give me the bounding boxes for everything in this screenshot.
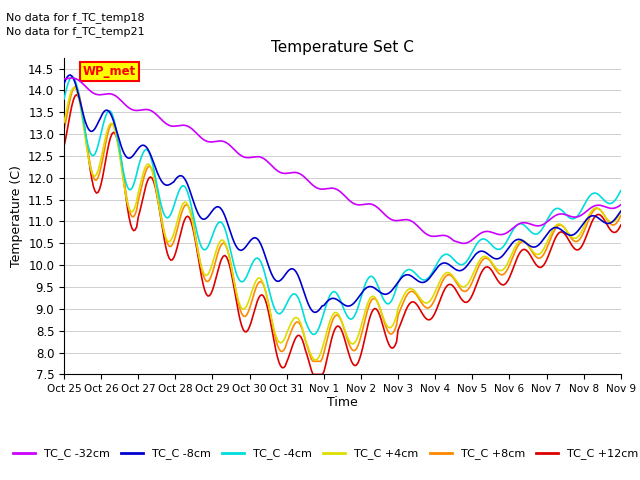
Text: No data for f_TC_temp18: No data for f_TC_temp18	[6, 12, 145, 23]
Title: Temperature Set C: Temperature Set C	[271, 40, 414, 55]
Legend: TC_C -32cm, TC_C -8cm, TC_C -4cm, TC_C +4cm, TC_C +8cm, TC_C +12cm: TC_C -32cm, TC_C -8cm, TC_C -4cm, TC_C +…	[8, 444, 640, 464]
Text: No data for f_TC_temp21: No data for f_TC_temp21	[6, 26, 145, 37]
X-axis label: Time: Time	[327, 396, 358, 408]
Text: WP_met: WP_met	[83, 65, 136, 78]
Y-axis label: Temperature (C): Temperature (C)	[10, 165, 22, 267]
